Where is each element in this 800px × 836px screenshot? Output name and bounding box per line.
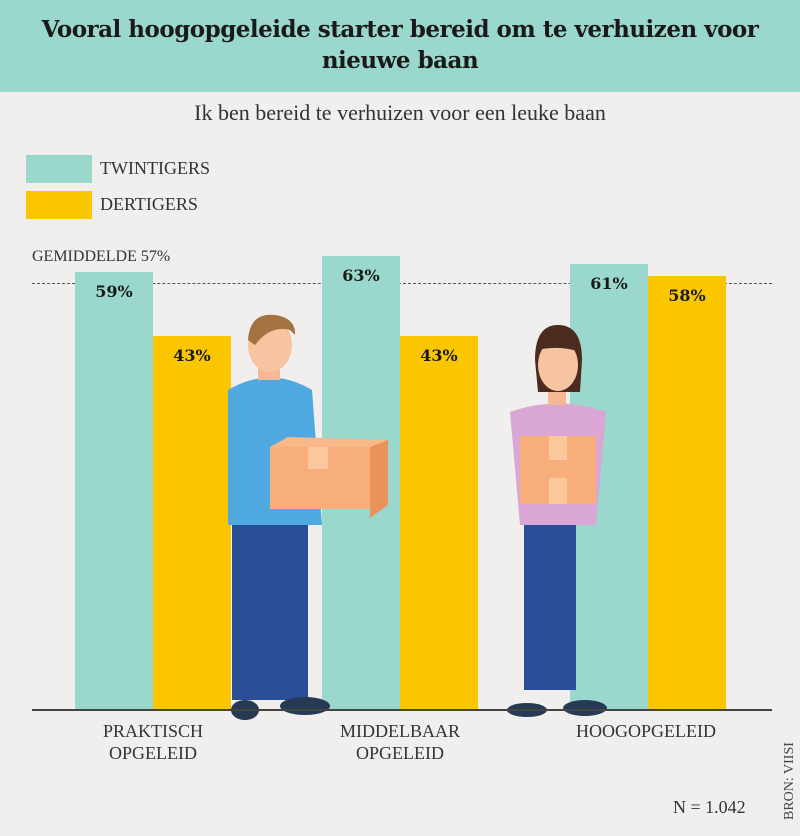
legend-label-twintigers: TWINTIGERS [100,158,210,178]
average-line [32,283,772,284]
value-label: 59% [95,282,133,301]
bar-dertigers-1 [400,336,478,709]
legend-swatch-dertigers [26,191,92,219]
category-label-line: OPGELEID [356,743,444,763]
man-figure-icon [228,314,388,720]
legend-swatch-twintigers [26,155,92,183]
value-label: 63% [342,266,380,285]
chart-title: Vooral hoogopgeleide starter bereid om t… [41,16,759,74]
woman-figure-icon [507,325,607,717]
value-label: 58% [668,286,706,305]
legend-label-dertigers: DERTIGERS [100,194,198,214]
value-label: 43% [173,346,211,365]
average-label: GEMIDDELDE 57% [32,248,171,265]
category-label-line: HOOGOPGELEID [576,721,716,741]
bar-dertigers-0 [153,336,231,709]
value-label: 43% [420,346,458,365]
chart-subtitle: Ik ben bereid te verhuizen voor een leuk… [194,100,606,125]
category-label-line: MIDDELBAAR [340,721,460,741]
category-label: HOOGOPGELEID [546,720,746,742]
sample-size: N = 1.042 [673,797,746,817]
category-label: PRAKTISCH OPGELEID [53,720,253,764]
x-axis-line [32,709,772,711]
bar-twintigers-0 [75,272,153,709]
category-label-line: OPGELEID [109,743,197,763]
category-label-line: PRAKTISCH [102,721,204,741]
bar-dertigers-2 [648,276,726,709]
source-credit: BRON: VIISI [782,742,797,820]
category-label: MIDDELBAAR OPGELEID [300,720,500,764]
value-label: 61% [590,274,628,293]
header-band [0,0,800,92]
